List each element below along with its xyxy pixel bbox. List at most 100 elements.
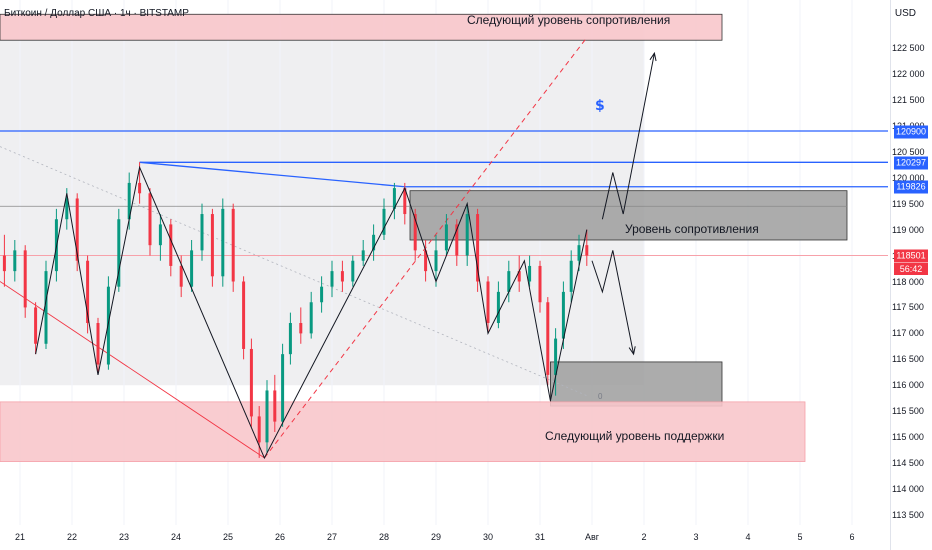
candle-body <box>148 193 152 246</box>
candle-body <box>169 224 173 266</box>
date-tick-label: 22 <box>66 532 78 542</box>
candle-body <box>330 271 334 287</box>
zero-marker: 0 <box>598 392 603 401</box>
level-tag-119826: 119826 <box>894 180 928 194</box>
candle-body <box>257 416 261 443</box>
price-tick-label: 115 000 <box>892 432 924 443</box>
date-tick-label: 30 <box>482 532 494 542</box>
projection-down <box>591 250 635 355</box>
price-tick-label: 116 500 <box>892 354 924 365</box>
current-price-tag: 118501 <box>894 249 928 263</box>
candle-body <box>361 250 365 261</box>
candle-body <box>507 271 511 292</box>
date-tick-label: 6 <box>849 532 855 542</box>
date-tick-label: 27 <box>326 532 338 542</box>
candle-body <box>382 208 386 235</box>
candle-body <box>65 198 69 220</box>
resistance-trendline <box>139 161 405 188</box>
projection-up <box>601 53 655 220</box>
price-tick-label: 115 500 <box>892 406 924 417</box>
candle-body <box>179 265 183 287</box>
price-tick-label: 120 000 <box>892 172 925 183</box>
price-tick-label: 120 500 <box>892 146 925 157</box>
candle-body <box>242 281 246 349</box>
price-tick-label: 114 500 <box>892 458 924 469</box>
candle-body <box>299 323 303 334</box>
zone-1 <box>409 190 848 241</box>
price-tick-label: 113 500 <box>892 510 924 520</box>
candle-body <box>546 302 550 375</box>
price-tick-label: 116 000 <box>892 380 924 391</box>
candle-body <box>403 188 407 215</box>
resistance-label: Уровень сопротивления <box>625 222 759 236</box>
candle-body <box>496 291 500 324</box>
candle-body <box>106 286 110 365</box>
candle-body <box>309 302 313 334</box>
candle-body <box>320 286 324 303</box>
candle-body <box>96 323 100 365</box>
symbol-title: Биткоин / Доллар США · 1ч · BITSTAMP <box>4 8 189 19</box>
date-tick-label: 26 <box>274 532 286 542</box>
candle-body <box>265 390 269 443</box>
candle-body <box>86 260 90 324</box>
candle-body <box>210 214 214 277</box>
candle-body <box>117 219 121 287</box>
candle-body <box>44 271 48 344</box>
projection-up-arrowhead <box>649 51 657 62</box>
price-tick-label: 117 000 <box>892 328 924 339</box>
candle-body <box>528 265 532 282</box>
price-tick-label: 117 500 <box>892 302 924 313</box>
candle-body <box>476 214 480 282</box>
candle-body <box>13 250 17 272</box>
candle-body <box>190 250 194 287</box>
candle-body <box>455 224 459 256</box>
dividend-marker-icon[interactable]: $ <box>595 98 605 114</box>
price-axis-separator <box>890 0 891 550</box>
candle-body <box>372 234 376 251</box>
next-resistance-label: Следующий уровень сопротивления <box>467 13 671 27</box>
level-tag-120900: 120900 <box>894 125 928 139</box>
date-tick-label: 23 <box>118 532 130 542</box>
price-tick-label: 122 000 <box>892 68 925 79</box>
currency-label[interactable]: USD <box>894 8 916 19</box>
price-tick-label: 114 000 <box>892 484 924 495</box>
date-tick-label: 21 <box>14 532 26 542</box>
price-tick-label: 121 500 <box>892 94 925 105</box>
zone-3 <box>0 401 806 462</box>
date-tick-label: 24 <box>170 532 182 542</box>
date-tick-label: 25 <box>222 532 234 542</box>
price-tick-label: 118 000 <box>892 276 924 287</box>
zigzag-line <box>35 165 588 460</box>
candle-body <box>281 354 285 422</box>
candle-body <box>392 188 396 209</box>
candle-body <box>561 291 565 339</box>
gray-dotted-diagonal <box>0 146 587 397</box>
date-tick-label: 29 <box>430 532 442 542</box>
candle-body <box>424 250 428 272</box>
next-support-label: Следующий уровень поддержки <box>545 429 725 443</box>
candle-body <box>517 271 521 282</box>
candle-body <box>34 307 38 344</box>
price-tick-label: 119 500 <box>892 198 924 209</box>
candle-body <box>23 250 27 308</box>
price-tick-label: 122 500 <box>892 43 925 53</box>
candle-body <box>2 255 6 272</box>
date-tick-label: 4 <box>745 532 751 542</box>
date-tick-label: 2 <box>641 532 647 542</box>
candle-body <box>75 198 79 261</box>
candle-body <box>288 323 292 355</box>
candle-body <box>434 250 438 272</box>
projection-down-arrowhead <box>628 346 636 356</box>
bar-countdown: 56:42 <box>894 263 928 275</box>
candle-body <box>486 281 490 324</box>
candle-body <box>221 208 225 277</box>
candle-body <box>413 214 417 251</box>
candle-body <box>585 245 589 256</box>
price-tick-label: 119 000 <box>892 224 924 235</box>
candle-body <box>231 208 235 282</box>
candle-body <box>569 260 573 292</box>
candle-body <box>577 245 581 261</box>
candle-body <box>340 271 344 282</box>
date-tick-label: 28 <box>378 532 390 542</box>
